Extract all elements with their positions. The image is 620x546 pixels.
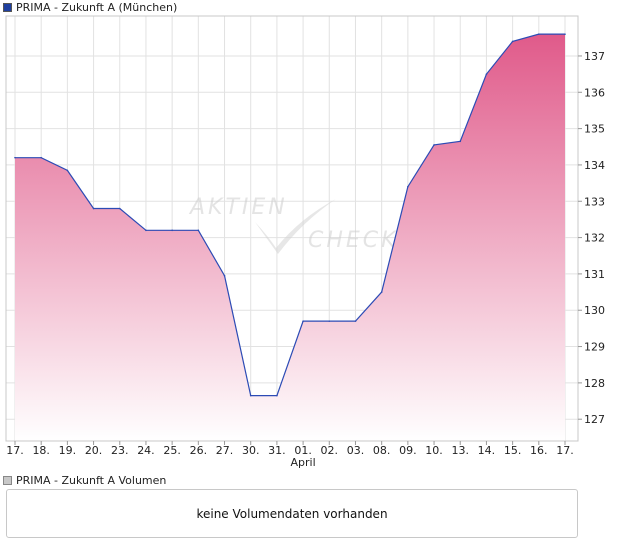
x-tick-label: 08.	[373, 444, 391, 457]
data-point	[511, 40, 514, 43]
watermark-word-2: CHECK	[308, 228, 399, 253]
y-axis: 127 128 129 130 131 132 133 134 135 136 137	[578, 50, 605, 426]
data-point	[14, 156, 16, 159]
data-point	[40, 156, 42, 159]
volume-legend-swatch	[3, 475, 12, 485]
y-tick-label: 127	[584, 413, 605, 426]
data-point	[538, 33, 540, 35]
x-tick-label: 25.	[163, 444, 181, 457]
volume-legend-label: PRIMA - Zukunft A Volumen	[16, 473, 167, 487]
data-point	[459, 140, 462, 143]
data-point	[66, 169, 69, 172]
x-tick-label: 13.	[451, 444, 469, 457]
area-fill	[15, 34, 565, 442]
x-tick-label: 03.	[347, 444, 365, 457]
x-month-label: April	[291, 456, 316, 469]
checkmark-icon	[255, 199, 336, 254]
x-tick-label: 09.	[399, 444, 417, 457]
y-tick-label: 137	[584, 50, 605, 63]
y-tick-label: 130	[584, 304, 605, 317]
watermark-word-1: AKTIEN	[188, 195, 288, 220]
x-tick-label: 19.	[59, 444, 77, 457]
y-tick-label: 128	[584, 377, 605, 390]
x-tick-label: 15.	[504, 444, 522, 457]
x-tick-label: 31.	[268, 444, 286, 457]
price-legend-label: PRIMA - Zukunft A (München)	[16, 0, 178, 14]
x-tick-label: 18.	[32, 444, 50, 457]
x-tick-label: 26.	[190, 444, 208, 457]
x-tick-label: 17.	[6, 444, 24, 457]
data-point	[92, 207, 95, 210]
x-axis: 17. 18. 19. 20. 23. 24. 25. 26. 27. 30. 31. 01. 02. 0…	[6, 441, 574, 469]
plot-frame	[5, 15, 579, 442]
data-point	[223, 274, 226, 277]
x-tick-label: 24.	[137, 444, 155, 457]
data-point	[276, 394, 278, 397]
y-tick-label: 133	[584, 195, 605, 208]
data-point	[354, 320, 357, 322]
x-tick-label: 16.	[530, 444, 548, 457]
y-tick-label: 135	[584, 123, 605, 136]
data-point	[433, 144, 435, 146]
data-point	[249, 394, 252, 397]
data-point	[380, 291, 383, 293]
x-tick-label: 14.	[478, 444, 496, 457]
data-point	[407, 185, 409, 188]
volume-empty-message: keine Volumendaten vorhanden	[196, 506, 388, 521]
x-tick-label: 20.	[85, 444, 103, 457]
data-point	[118, 207, 121, 210]
data-point	[485, 73, 488, 75]
x-tick-label: 27.	[216, 444, 234, 457]
data-point	[145, 229, 147, 232]
y-tick-label: 132	[584, 232, 605, 245]
price-area	[14, 33, 566, 442]
data-point	[564, 33, 566, 35]
data-point	[328, 320, 331, 322]
price-legend-swatch	[3, 2, 12, 12]
x-tick-label: 30.	[242, 444, 260, 457]
price-line	[15, 33, 565, 397]
volume-legend: PRIMA - Zukunft A Volumen	[3, 473, 166, 487]
price-legend: PRIMA - Zukunft A (München)	[3, 0, 177, 14]
watermark: AKTIEN CHECK	[188, 195, 399, 254]
y-tick-label: 136	[584, 86, 605, 99]
y-tick-label: 134	[584, 159, 605, 172]
y-tick-label: 131	[584, 268, 605, 281]
x-tick-label: 02.	[321, 444, 339, 457]
y-tick-label: 129	[584, 341, 605, 354]
data-point	[197, 229, 200, 232]
x-tick-label: 01.	[294, 444, 312, 457]
data-point	[171, 229, 173, 232]
data-point	[302, 320, 304, 322]
volume-panel: keine Volumendaten vorhanden	[6, 489, 578, 538]
x-tick-label: 23.	[111, 444, 129, 457]
x-tick-label: 10.	[425, 444, 443, 457]
x-tick-label: 17.	[556, 444, 574, 457]
